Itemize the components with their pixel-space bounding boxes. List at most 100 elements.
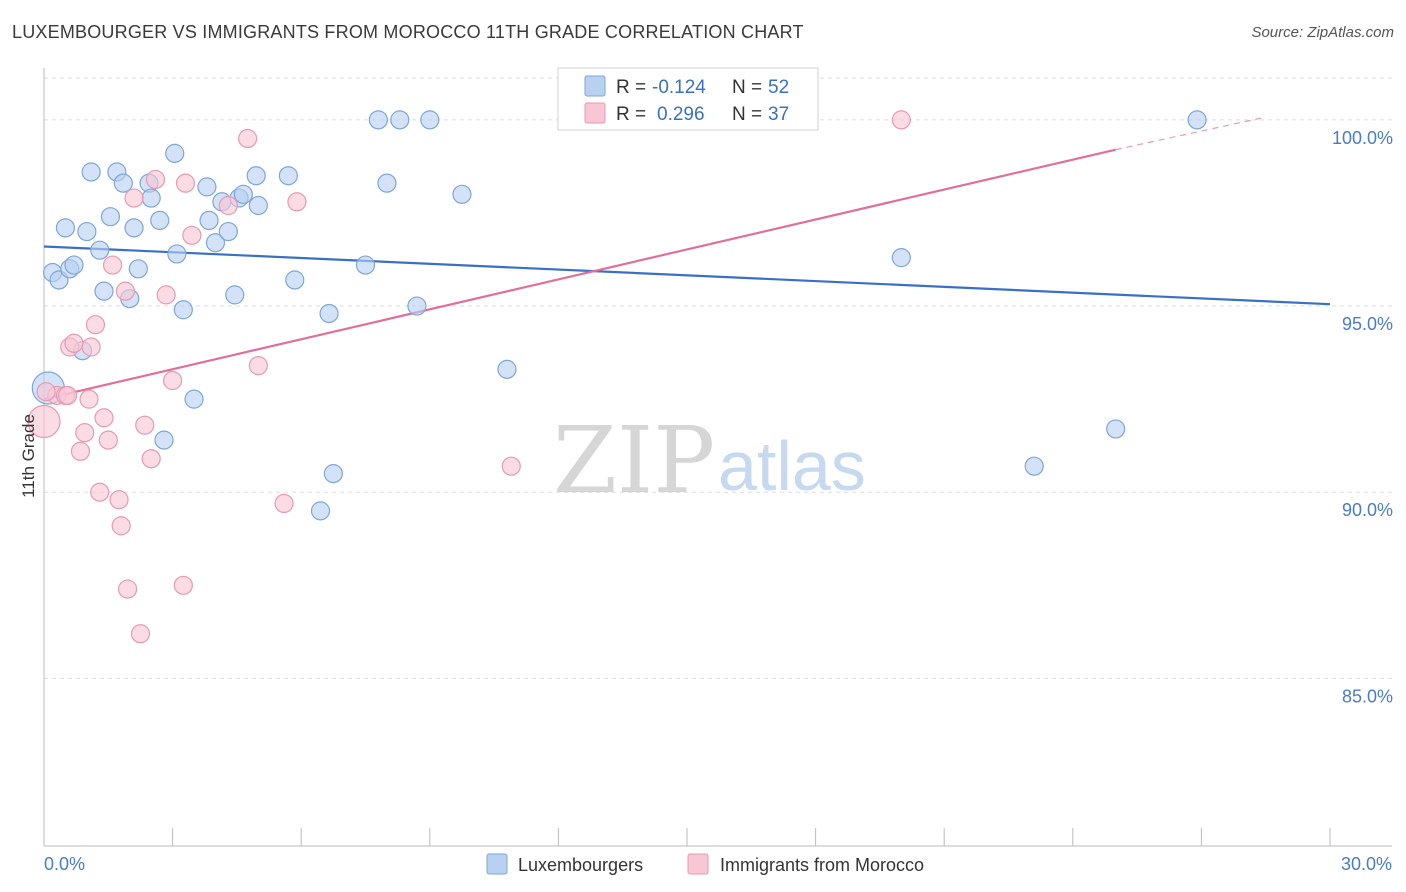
data-point-blue (323, 464, 343, 484)
data-point-pink (70, 441, 91, 461)
data-point-pink (274, 493, 294, 514)
legend-n-value: 52 (768, 77, 789, 98)
bottom-legend-label-morocco: Immigrants from Morocco (720, 855, 924, 875)
data-point-pink (124, 188, 144, 208)
legend-swatch-morocco (584, 102, 606, 124)
data-point-blue (390, 110, 410, 130)
data-point-pink (135, 415, 155, 435)
watermark-atlas: atlas (718, 427, 866, 505)
chart-title: LUXEMBOURGER VS IMMIGRANTS FROM MOROCCO … (12, 22, 804, 42)
data-point-blue (173, 300, 193, 320)
data-point-blue (150, 210, 170, 230)
data-point-blue (319, 303, 339, 324)
data-point-blue (310, 501, 331, 521)
data-point-blue (1106, 419, 1126, 439)
data-point-blue (124, 218, 144, 238)
data-point-pink (81, 337, 101, 357)
axis-layer: 100.0% 95.0% 90.0% 85.0% 0.0% 30.0% (43, 68, 1393, 874)
data-point-blue (167, 244, 187, 264)
watermark-zip: ZIP (553, 407, 715, 514)
chart-source: Source: ZipAtlas.com (1251, 24, 1394, 41)
data-point-blue (233, 184, 253, 204)
data-point-pink (156, 285, 176, 305)
legend-n-value: 37 (768, 104, 789, 125)
data-point-pink (94, 408, 114, 428)
data-point-pink (102, 255, 123, 275)
data-point-blue (100, 207, 121, 227)
data-point-pink (109, 490, 129, 510)
data-point-pink (182, 225, 202, 245)
data-point-pink (98, 430, 118, 450)
data-point-pink (891, 110, 911, 130)
data-point-blue (165, 143, 185, 163)
data-point-pink (75, 423, 95, 443)
x-tick-label: 0.0% (44, 854, 85, 874)
data-point-blue (1187, 110, 1207, 130)
data-point-blue (225, 285, 245, 305)
data-point-pink (64, 333, 84, 353)
data-point-blue (891, 248, 911, 268)
legend-r-value: -0.124 (652, 77, 706, 98)
data-point-pink (90, 482, 110, 502)
y-axis-title: 11th Grade (19, 414, 38, 498)
data-point-pink (238, 128, 258, 149)
y-tick-label: 85.0% (1342, 686, 1393, 706)
legend-n-label: N = (732, 104, 762, 125)
legend-r-label: R = (616, 77, 646, 98)
data-point-blue (497, 359, 517, 379)
bottom-legend: Luxembourgers Immigrants from Morocco (486, 853, 924, 875)
data-point-pink (36, 382, 56, 402)
data-point-pink (287, 192, 307, 212)
data-point-blue (285, 270, 305, 290)
data-point-pink (111, 516, 131, 536)
data-point-blue (77, 221, 97, 242)
data-point-blue (368, 110, 388, 130)
data-point-pink (115, 281, 136, 301)
data-point-blue (218, 221, 238, 242)
data-point-blue (248, 195, 268, 216)
data-point-pink (27, 404, 61, 439)
data-point-blue (407, 296, 427, 316)
data-point-pink (130, 624, 151, 644)
trend-line-extension-pink (1115, 117, 1262, 151)
bottom-legend-swatch-morocco (687, 853, 709, 875)
data-point-blue (90, 240, 110, 260)
data-point-blue (94, 281, 114, 301)
data-point-blue (197, 177, 217, 197)
data-point-blue (1024, 456, 1044, 476)
data-point-pink (173, 575, 193, 595)
data-point-pink (163, 370, 183, 391)
legend-box: R = -0.124 N = 52 R = 0.296 N = 37 (557, 67, 819, 131)
data-point-blue (420, 110, 440, 130)
data-point-pink (145, 169, 166, 190)
data-point-pink (141, 449, 161, 469)
data-point-blue (128, 259, 148, 279)
data-point-blue (205, 233, 226, 253)
y-tick-label: 100.0% (1332, 128, 1393, 148)
data-point-pink (175, 173, 196, 193)
legend-r-value: 0.296 (657, 104, 705, 125)
legend-n-label: N = (732, 77, 762, 98)
legend-swatch-luxembourgers (584, 75, 606, 97)
point-layer (27, 110, 1207, 644)
data-point-pink (57, 385, 78, 406)
bottom-legend-swatch-luxembourgers (486, 853, 508, 875)
data-point-blue (355, 255, 376, 275)
data-point-blue (113, 173, 133, 193)
trend-layer (43, 117, 1331, 401)
data-point-blue (452, 184, 472, 204)
x-tick-label: 30.0% (1341, 854, 1392, 874)
data-point-blue (154, 430, 174, 450)
data-point-blue (278, 166, 298, 186)
data-point-blue (377, 173, 397, 193)
data-point-blue (64, 255, 84, 275)
data-point-blue (141, 188, 161, 208)
data-point-pink (248, 356, 268, 376)
bottom-legend-label-luxembourgers: Luxembourgers (518, 855, 643, 875)
data-point-pink (218, 195, 238, 216)
data-point-blue (246, 166, 266, 186)
grid-layer (44, 77, 1392, 679)
data-point-pink (85, 315, 106, 335)
